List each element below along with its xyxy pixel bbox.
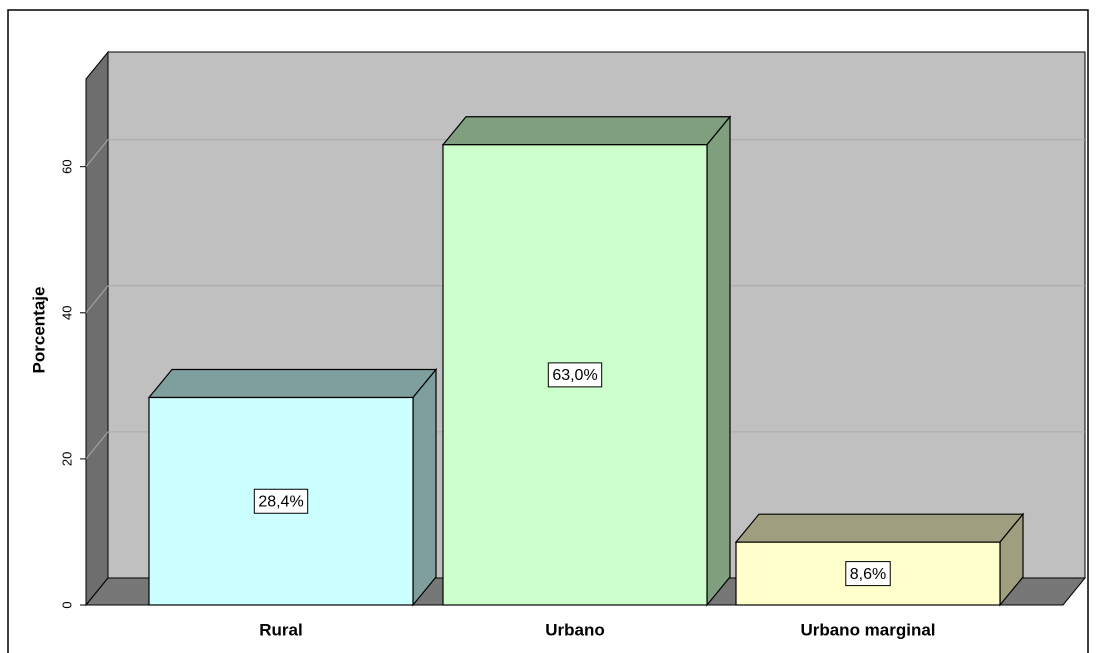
y-tick-label: 60 [59,159,74,173]
x-tick-label: Urbano [545,620,605,639]
y-tick-label: 0 [59,601,74,608]
y-tick-label: 40 [59,306,74,320]
value-label: 8,6% [850,566,886,583]
x-tick-label: Rural [259,620,302,639]
y-axis-title: Porcentaje [29,287,48,374]
bar-top [147,368,438,399]
bar-side [412,367,437,607]
grid-line [85,285,1085,314]
value-label-box [547,362,603,388]
grid-line [85,431,1085,460]
value-label-box [845,561,891,587]
bar-side [706,115,731,607]
value-label-box [253,488,309,514]
value-label: 28,4% [258,493,303,510]
value-label: 63,0% [552,367,597,384]
bar-top [734,513,1025,543]
x-tick-label: Urbano marginal [800,620,935,639]
side-wall [85,50,109,607]
grid-line [85,139,1085,167]
y-tick-label: 20 [59,452,74,466]
bar-top [441,116,732,146]
